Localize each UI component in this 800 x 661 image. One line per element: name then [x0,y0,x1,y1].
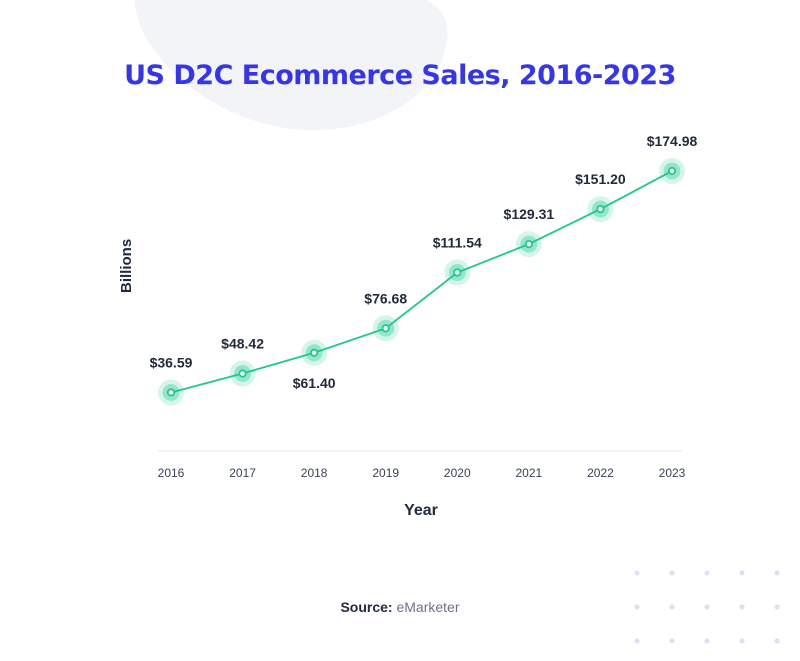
data-label: $61.40 [293,375,336,391]
decor-dot [634,604,640,610]
x-tick-label: 2016 [158,466,185,480]
source-value: eMarketer [396,599,460,615]
decor-dot [739,570,745,576]
background-blob [135,0,448,131]
data-label: $76.68 [364,290,407,306]
decorative-dot-grid [634,570,780,644]
x-axis-label: Year [404,502,438,519]
data-point [158,379,184,406]
x-tick-label: 2017 [229,466,256,480]
decor-dot [774,570,780,576]
data-label: $174.98 [647,133,698,149]
data-label: $48.42 [221,336,264,352]
source-note: Source: eMarketer [0,599,800,615]
x-tick-label: 2018 [301,466,328,480]
decor-dot [669,638,675,644]
decor-dot [634,638,640,644]
data-point [515,231,542,258]
decor-dot [634,570,640,576]
decor-dot [669,604,675,610]
x-tick-label: 2021 [516,466,543,480]
decor-dot [669,570,675,576]
x-tick-label: 2022 [587,466,614,480]
data-point [229,360,256,387]
data-label: $129.31 [504,206,555,222]
decor-dot [704,638,710,644]
decor-dot [739,638,745,644]
data-label: $36.59 [150,354,193,370]
x-tick-label: 2020 [444,466,471,480]
decor-dot [774,638,780,644]
data-point [301,339,328,366]
data-label: $111.54 [433,235,482,251]
chart-title: US D2C Ecommerce Sales, 2016-2023 [124,60,676,91]
data-point [372,315,399,342]
decor-dot [774,604,780,610]
data-label: $151.20 [575,171,626,187]
decor-dot [704,570,710,576]
x-tick-label: 2019 [372,466,399,480]
data-point [659,158,685,185]
source-label: Source: [340,599,393,615]
decor-dot [739,604,745,610]
data-point [587,196,614,223]
series-line [170,170,673,394]
x-tick-label: 2023 [659,466,686,480]
decor-dot [704,604,710,610]
data-point [444,259,471,286]
